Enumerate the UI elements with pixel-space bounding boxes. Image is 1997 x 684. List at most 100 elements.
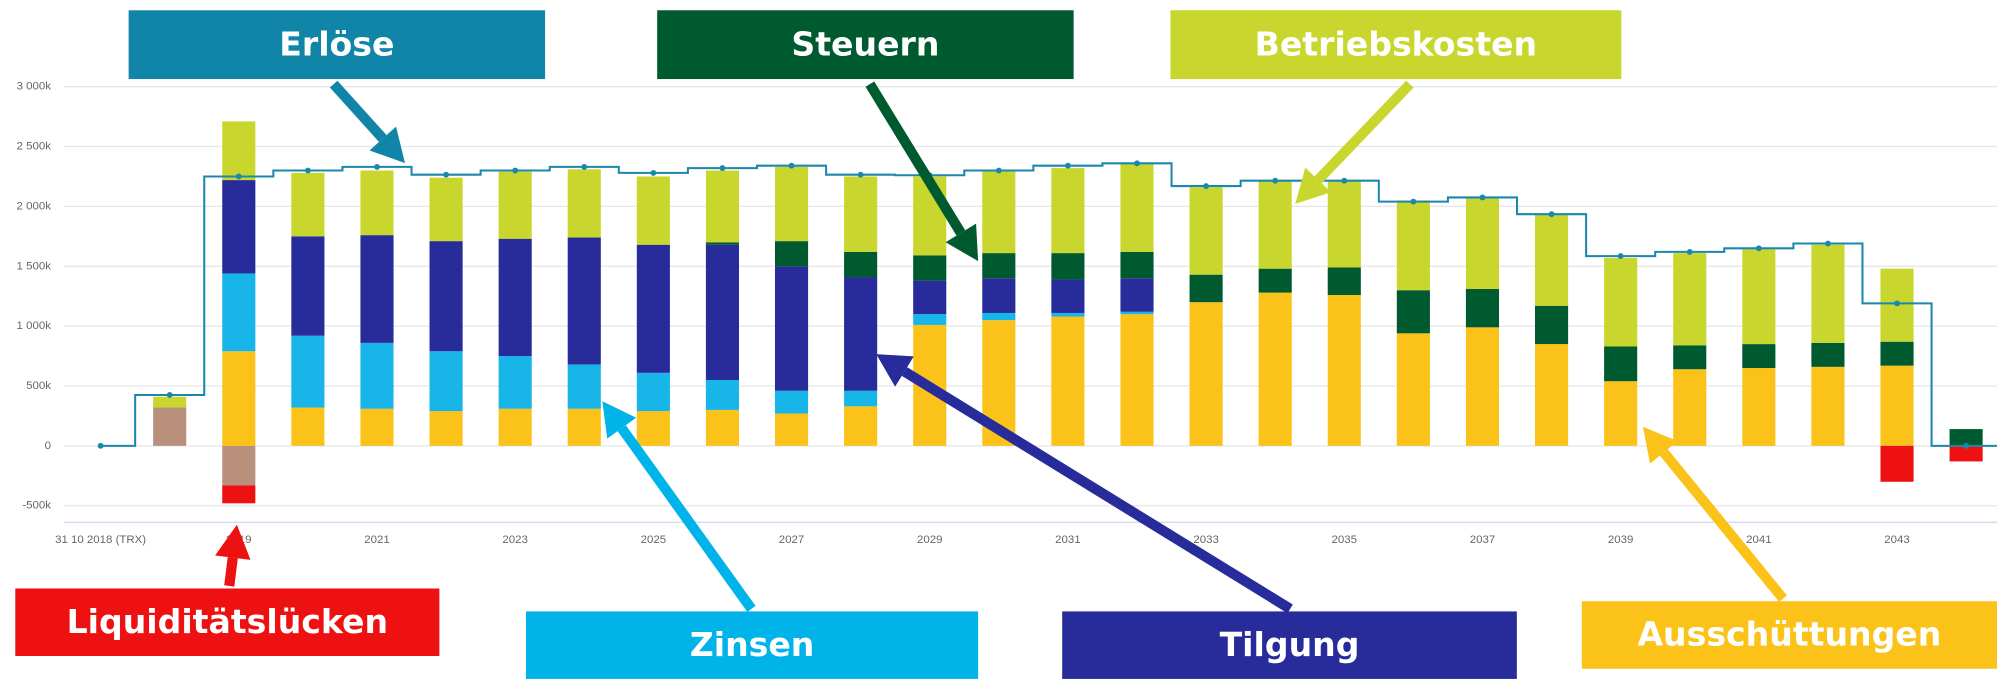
- revenue-point: [166, 392, 173, 398]
- bar-segment: [1811, 342, 1845, 367]
- bar-segment: [291, 172, 325, 237]
- bar-segment: [1604, 257, 1638, 347]
- y-tick-label: 0: [45, 440, 51, 452]
- bar-segment: [705, 170, 740, 243]
- arrow-head: [876, 354, 914, 387]
- x-tick-label: 2027: [779, 534, 804, 546]
- bar-segment: [705, 242, 740, 245]
- bar-segment: [291, 407, 325, 446]
- bar-segment: [1604, 346, 1638, 382]
- revenue-point: [1963, 442, 1970, 449]
- bar-segment: [1742, 368, 1776, 446]
- revenue-point: [1272, 177, 1279, 184]
- bar-segment: [1673, 253, 1707, 346]
- arrow-head: [602, 401, 637, 439]
- y-tick-label: 3 000k: [17, 81, 52, 93]
- revenue-line: [100, 162, 1997, 447]
- bar-segment: [1535, 213, 1569, 306]
- bar-segment: [498, 238, 532, 357]
- bar-segment: [498, 408, 532, 446]
- arrow-shaft: [617, 425, 756, 612]
- bar-segment: [913, 280, 947, 315]
- bar-segment: [429, 177, 463, 242]
- bar-segment: [1742, 249, 1776, 345]
- annotation-box: [15, 588, 440, 656]
- bar-segment: [774, 166, 809, 242]
- x-tick-label: 2035: [1332, 534, 1357, 546]
- bar-segment: [1396, 200, 1430, 291]
- annotation-box: [1170, 10, 1622, 80]
- bar-segment: [1120, 251, 1154, 279]
- revenue-point: [719, 165, 726, 172]
- bar-segment: [1120, 163, 1154, 252]
- bar-segment: [360, 408, 394, 446]
- revenue-point: [443, 171, 450, 178]
- revenue-point: [235, 173, 242, 180]
- bar-segment: [1604, 381, 1638, 446]
- bar-segment: [1880, 445, 1914, 482]
- bar-segment: [982, 253, 1016, 279]
- bar-segment: [1189, 302, 1223, 446]
- bar-segment: [1189, 274, 1223, 303]
- arrow-shaft: [901, 367, 1293, 614]
- bar-segment: [1535, 344, 1569, 446]
- bar-segment: [1949, 445, 1983, 462]
- bar-segment: [774, 241, 809, 267]
- bar-segment: [1051, 168, 1085, 254]
- annotation-label: Erlöse: [279, 24, 394, 63]
- bar-segment: [1327, 181, 1361, 268]
- arrow-shaft: [865, 81, 966, 236]
- bar-segment: [1258, 292, 1292, 446]
- revenue-point: [1479, 194, 1486, 201]
- bar-segment: [360, 170, 394, 236]
- bar-segment: [636, 411, 670, 446]
- bar-segment: [1465, 289, 1500, 328]
- bar-segment: [153, 407, 187, 446]
- bar-segment: [1258, 181, 1292, 269]
- bar-segment: [498, 171, 532, 239]
- revenue-point: [1894, 300, 1900, 307]
- bar-segment: [1535, 305, 1569, 345]
- revenue-point: [1410, 198, 1417, 205]
- arrow-shaft: [1314, 80, 1414, 184]
- bar-segment: [636, 372, 670, 412]
- bar-segment: [153, 396, 187, 408]
- bar-segment: [774, 266, 809, 391]
- revenue-point: [1617, 253, 1624, 260]
- bar-segment: [291, 335, 325, 408]
- revenue-point: [995, 167, 1002, 174]
- bar-segment: [222, 485, 256, 504]
- x-tick-label: 2031: [1055, 534, 1080, 546]
- bar-segment: [1673, 345, 1707, 370]
- bar-segment: [567, 408, 601, 446]
- bar-segment: [567, 169, 601, 238]
- annotation-box: [1581, 601, 1997, 669]
- arrow-shaft: [224, 557, 238, 587]
- bar-segment: [705, 380, 740, 410]
- x-tick-label: 2043: [1884, 534, 1909, 546]
- bar-segment: [636, 176, 670, 245]
- bar-segment: [1120, 278, 1154, 312]
- bar-segment: [1465, 327, 1500, 446]
- annotation-box: [1062, 611, 1517, 679]
- annotation-label: Liquiditätslücken: [67, 602, 389, 641]
- bar-segment: [222, 351, 256, 446]
- arrow-head: [1295, 167, 1332, 204]
- bar-segment: [844, 176, 878, 252]
- bar-segment: [222, 180, 256, 274]
- bar-segment: [291, 236, 325, 336]
- arrow-head: [215, 524, 251, 560]
- arrow-shaft: [329, 80, 387, 142]
- x-tick-label: 2021: [364, 534, 389, 546]
- bar-segment: [1327, 295, 1361, 446]
- bar-segment: [1258, 268, 1292, 293]
- bar-segment: [1811, 244, 1845, 343]
- bar-segment: [1949, 429, 1983, 446]
- bar-segment: [636, 244, 670, 373]
- bar-segment: [1120, 311, 1154, 315]
- x-tick-label: 2025: [641, 534, 666, 546]
- revenue-point: [788, 162, 795, 169]
- bar-segment: [774, 413, 809, 446]
